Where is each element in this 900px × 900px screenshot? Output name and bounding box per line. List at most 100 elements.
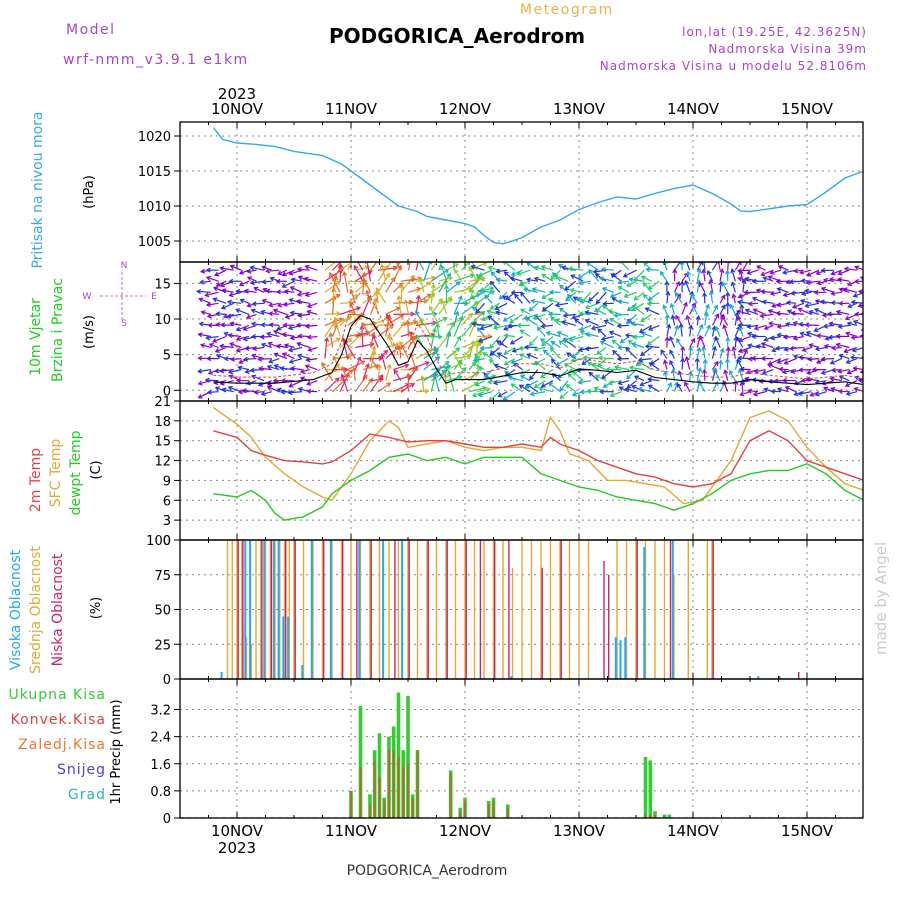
wind-arrowhead [789, 345, 795, 352]
wind-arrowhead [567, 373, 573, 378]
wind-arrow [737, 301, 751, 304]
wind-arrowhead [550, 341, 556, 346]
wind-arrow [484, 369, 493, 379]
wind-arrowhead [549, 347, 555, 353]
wind-arrow [222, 289, 234, 293]
wind-arrowhead [507, 323, 512, 329]
wind-arrowhead [798, 367, 804, 373]
wind-arrow [894, 288, 900, 292]
wind-arrow [762, 301, 774, 304]
wind-arrow [453, 311, 459, 326]
wind-arrowhead [229, 342, 235, 347]
wind-arrow [239, 280, 250, 286]
wind-arrow [646, 268, 660, 271]
ytick-label: 0 [163, 812, 171, 827]
wind-arrowhead [405, 319, 411, 325]
wind-arrow [711, 305, 718, 315]
wind-arrowhead [287, 347, 294, 353]
wind-arrow [453, 367, 467, 382]
wind-arrow [421, 376, 425, 392]
wind-arrowhead [770, 335, 776, 341]
wind-arrow [478, 335, 493, 343]
wind-arrowhead [266, 331, 272, 337]
wind-arrowhead [587, 361, 593, 367]
wind-arrowhead [725, 336, 731, 342]
wind-arrow [681, 302, 688, 315]
wind-arrowhead [235, 288, 241, 294]
wind-arrow [419, 317, 432, 337]
wind-arrow [511, 383, 523, 393]
wind-arrowhead [600, 336, 606, 342]
wind-arrowhead [639, 381, 645, 387]
wind-arrow [430, 262, 438, 271]
wind-arrowhead [800, 377, 806, 384]
wind-arrowhead [383, 349, 389, 355]
wind-arrow [883, 343, 895, 347]
wind-arrowhead [533, 383, 539, 389]
wind-arrowhead [744, 308, 750, 314]
wind-arrowhead [594, 374, 600, 380]
wind-arrowhead [730, 268, 736, 274]
wind-arrow [696, 316, 700, 326]
precip-conv-bar [392, 750, 395, 818]
wind-arrowhead [886, 388, 890, 392]
wind-arrow [719, 360, 722, 370]
wind-arrowhead [601, 286, 607, 292]
wind-arrow [407, 320, 410, 337]
wind-arrowhead [498, 294, 504, 300]
wind-arrowhead [885, 289, 889, 293]
wind-arrowhead [714, 325, 720, 331]
wind-arrowhead [509, 318, 515, 324]
wind-arrow [555, 318, 569, 326]
wind-arrow [453, 359, 462, 370]
wind-arrow [490, 281, 501, 293]
wind-arrow [550, 269, 561, 280]
sfc-temp-line [212, 407, 863, 505]
precip-total-bar [396, 692, 401, 818]
wind-arrowhead [353, 264, 359, 270]
wind-arrow [838, 324, 850, 328]
wind-arrowhead [857, 289, 863, 295]
precip-conv-bar [649, 814, 652, 818]
wind-arrow [229, 342, 242, 349]
wind-arrow [892, 303, 900, 304]
wind-arrowhead [584, 318, 590, 324]
wind-arrowhead [731, 293, 737, 299]
wind-arrowhead [577, 347, 583, 353]
wind-arrow [594, 387, 607, 393]
wind-arrowhead [212, 338, 218, 343]
wind-arrowhead [304, 264, 310, 270]
wind-arrow [610, 291, 622, 298]
wind-arrowhead [814, 299, 820, 305]
wind-arrow [332, 379, 346, 393]
wind-arrowhead [883, 343, 887, 347]
wind-arrow [875, 337, 888, 342]
wind-arrowhead [299, 368, 305, 374]
wind-arrow [578, 280, 592, 284]
wind-arrow [624, 291, 637, 298]
wind-arrowhead [335, 337, 341, 343]
wind-arrowhead [561, 337, 568, 342]
wind-arrow [385, 262, 392, 271]
wind-arrowhead [242, 336, 248, 342]
wind-arrow [632, 342, 645, 349]
wind-arrow [703, 293, 706, 304]
wind-arrow [445, 322, 455, 337]
wind-arrow [817, 334, 827, 338]
wind-arrowhead [768, 321, 774, 327]
wind-arrowhead [669, 302, 675, 309]
wind-arrowhead [488, 358, 494, 364]
wind-arrow [598, 357, 614, 360]
wind-arrow [254, 391, 265, 394]
cloud-bars [180, 540, 863, 679]
wind-arrow [785, 386, 797, 393]
wind-arrow [283, 302, 295, 306]
wind-arrowhead [696, 346, 702, 352]
wind-arrowhead [303, 276, 309, 282]
wind-arrow [727, 347, 730, 359]
wind-arrow [602, 305, 615, 315]
wind-arrowhead [783, 359, 789, 365]
wind-arrowhead [836, 277, 843, 283]
dewpt-line [213, 453, 863, 521]
